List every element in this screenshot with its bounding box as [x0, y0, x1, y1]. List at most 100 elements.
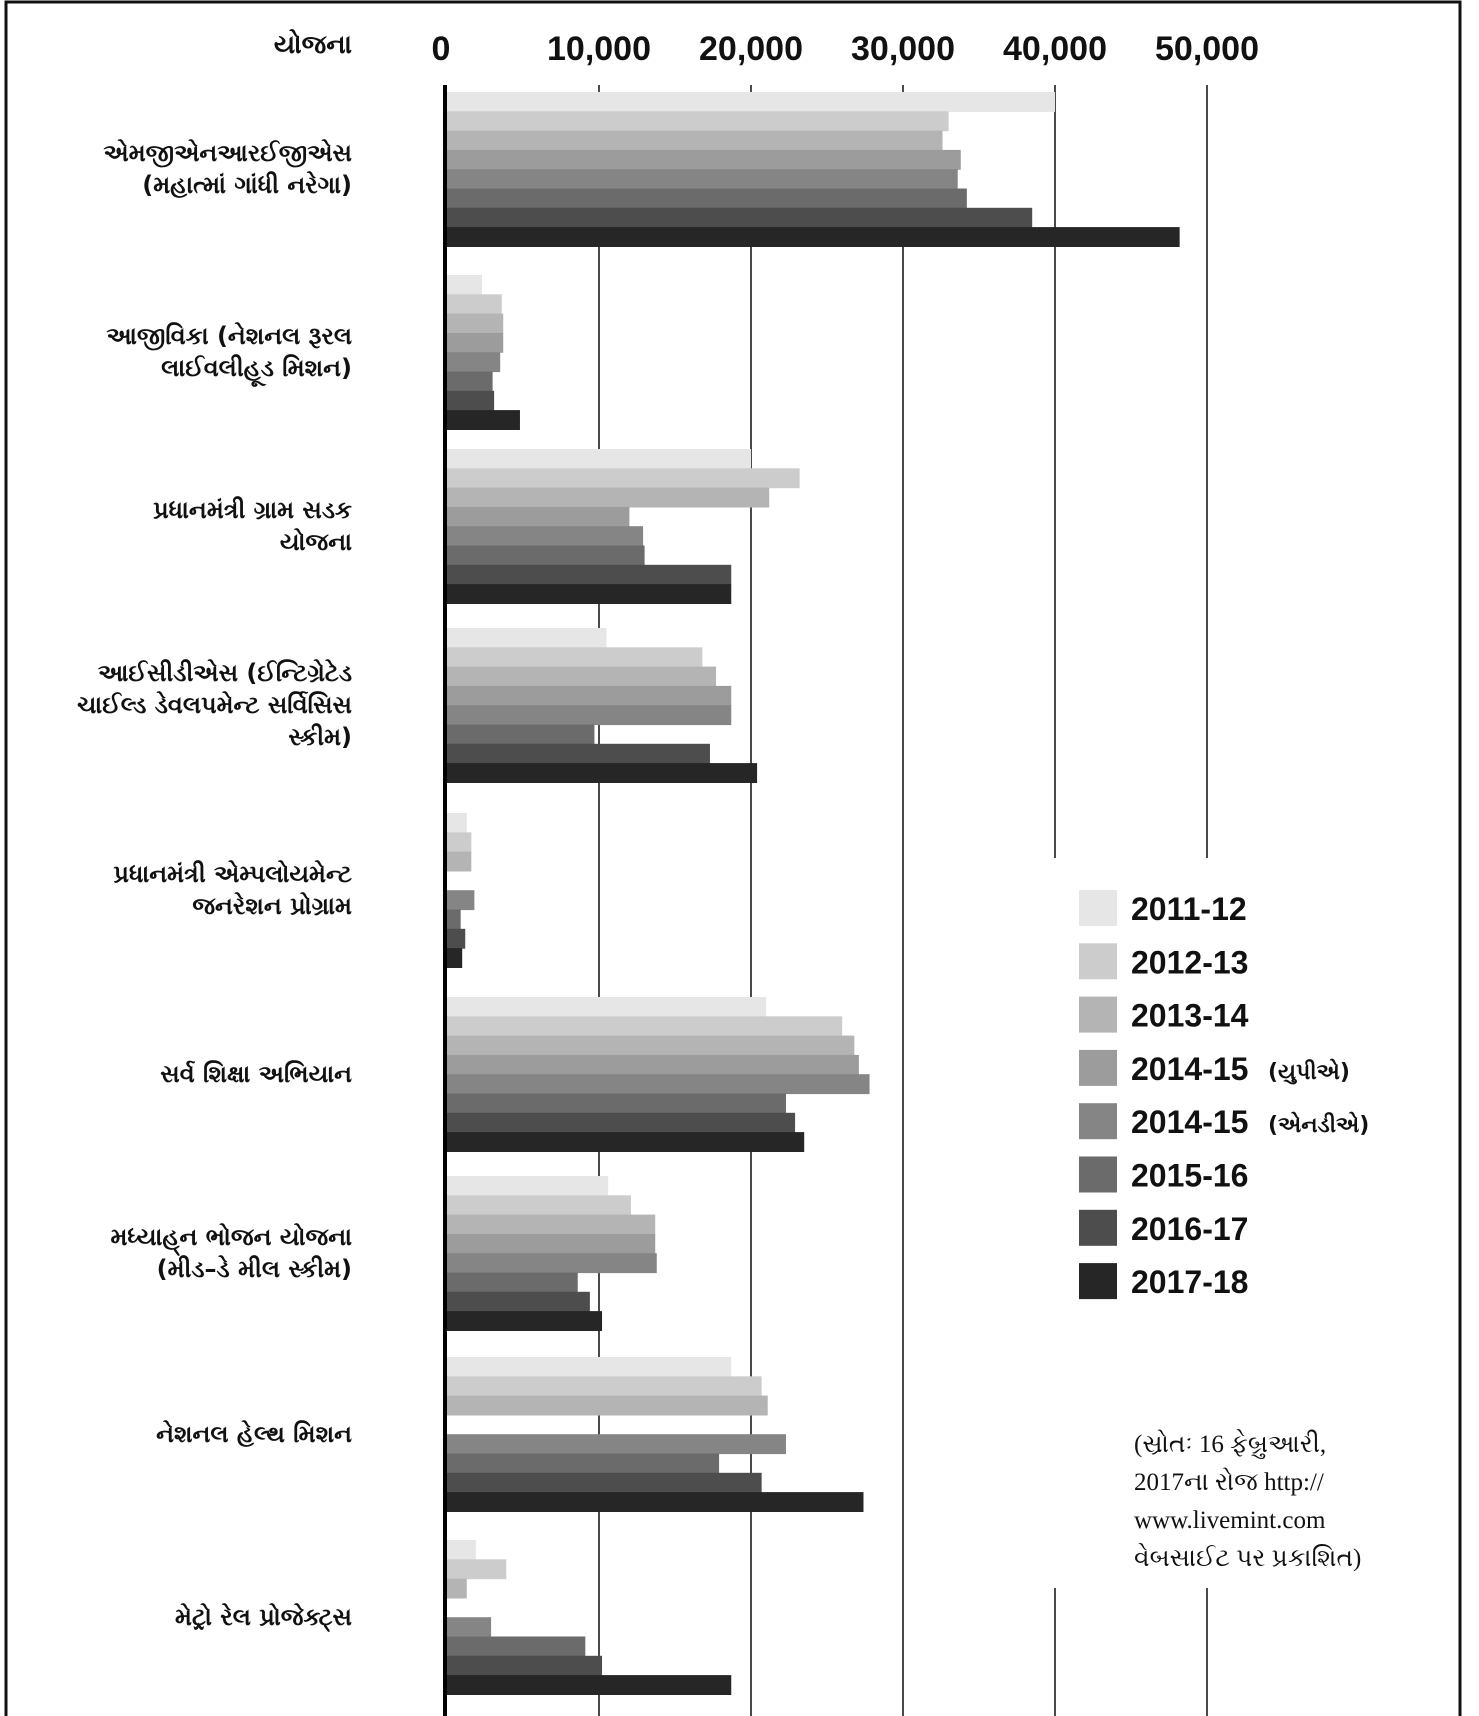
category-label: સ્કીમ) [288, 723, 352, 751]
bars [447, 92, 1180, 1695]
category-label: (મહાત્માં ગાંધી નરેગા) [142, 170, 352, 199]
legend-swatch [1079, 1263, 1117, 1300]
bar [447, 449, 751, 469]
category-label: સર્વ શિક્ષા અભિયાન [160, 1060, 352, 1088]
bar [447, 890, 475, 911]
bar [447, 1357, 732, 1377]
category-label: આઈસીડીએસ (ઈન્ટિગ્રેટેડ [98, 658, 352, 687]
bar [447, 584, 732, 604]
bar [447, 1434, 786, 1455]
bar [447, 1395, 768, 1416]
bar [447, 832, 472, 853]
bar [447, 1272, 578, 1293]
legend-swatch [1079, 1209, 1117, 1246]
legend-swatch [1079, 996, 1117, 1033]
bar [447, 294, 502, 315]
legend-note: (એનડીએ) [1268, 1111, 1369, 1138]
x-tick-label: 10,000 [547, 30, 651, 68]
source-line: www.livemint.com [1134, 1507, 1326, 1534]
bar [447, 410, 520, 430]
bar [447, 1233, 656, 1254]
bar [447, 928, 466, 949]
legend-swatch [1079, 943, 1117, 980]
bar [447, 1132, 805, 1152]
category-label: પ્રધાનમંત્રી એમ્પલોયમેન્ટ [113, 859, 352, 888]
legend: 2011-12 2012-13 2013-14 2014-15 (યુપીએ) 2014-… [1060, 858, 1440, 1300]
bar [447, 1016, 843, 1037]
bar [447, 111, 949, 132]
x-tick-label: 40,000 [1003, 30, 1107, 68]
legend-label: 2014-15 [1131, 1051, 1248, 1087]
bar [447, 1054, 859, 1075]
bar [447, 1035, 855, 1056]
bar [447, 390, 495, 411]
bar [447, 1492, 864, 1512]
x-axis-ticks: 0 10,000 20,000 30,000 40,000 50,000 [432, 30, 1259, 68]
category-label: મધ્યાહ્‌ન ભોજન યોજના [110, 1222, 352, 1257]
bar [447, 666, 717, 687]
x-tick-label: 30,000 [851, 30, 955, 68]
legend-note: (યુપીએ) [1268, 1058, 1350, 1085]
x-tick-label: 20,000 [699, 30, 803, 68]
bar [447, 468, 800, 489]
bar [447, 724, 595, 745]
bar [447, 763, 758, 783]
category-label: એમજીએનઆરઈજીએસ [103, 138, 352, 168]
bar [447, 332, 504, 353]
bar [447, 1655, 603, 1676]
bar [447, 227, 1180, 247]
bar [447, 1214, 656, 1235]
bar [447, 948, 463, 968]
category-labels: એમજીએનઆરઈજીએસ(મહાત્માં ગાંધી નરેગા) આજીવિ… [77, 138, 352, 1632]
category-label: જનરેશન પ્રોગ્રામ [192, 891, 352, 920]
bar [447, 813, 467, 833]
bar [447, 685, 732, 706]
bar [447, 628, 607, 648]
chart-frame [4, 0, 1462, 1716]
source-line: વેબસાઈટ પર પ્રકાશિત) [1134, 1544, 1361, 1572]
bar [447, 1636, 586, 1657]
bar [447, 851, 472, 872]
legend-swatch [1079, 1156, 1117, 1193]
category-label: આજીવિકા (નેશનલ રૂરલ [106, 321, 352, 351]
bar [447, 1376, 762, 1397]
category-label: યોજના [280, 527, 352, 556]
legend-swatch [1079, 1103, 1117, 1140]
bar [447, 92, 1055, 112]
bar [447, 1195, 631, 1216]
bar [447, 506, 630, 527]
legend-label: 2012-13 [1131, 944, 1248, 980]
bar [447, 1093, 786, 1114]
bar [447, 526, 644, 547]
bar [447, 1176, 609, 1196]
legend-label: 2016-17 [1131, 1211, 1248, 1247]
bar [447, 564, 732, 585]
bar [447, 275, 482, 295]
category-label: નેશનલ હેલ્થ મિશન [156, 1419, 352, 1448]
legend-label: 2014-15 [1131, 1104, 1248, 1140]
bar [447, 313, 504, 334]
bar [447, 1675, 732, 1695]
legend-background [1060, 858, 1440, 1298]
bar [447, 1453, 720, 1474]
bar [447, 545, 645, 566]
category-label: લાઈવલીહૂડ મિશન) [161, 354, 352, 387]
legend-swatch [1079, 890, 1117, 926]
legend-label: 2015-16 [1131, 1158, 1248, 1194]
bar [447, 647, 703, 668]
bar [447, 1472, 762, 1493]
bar [447, 169, 958, 190]
bar [447, 997, 767, 1017]
category-column-header: યોજના [274, 29, 352, 60]
bar [447, 1253, 657, 1274]
bar [447, 188, 967, 209]
source-line: 2017ના રોજ http:// [1134, 1468, 1324, 1496]
bar [447, 743, 710, 764]
bar [447, 149, 961, 170]
bar [447, 1112, 796, 1133]
bar [447, 207, 1033, 228]
category-label: પ્રધાનમંત્રી ગ્રામ સડક [153, 496, 352, 524]
x-tick-label: 50,000 [1155, 30, 1259, 68]
